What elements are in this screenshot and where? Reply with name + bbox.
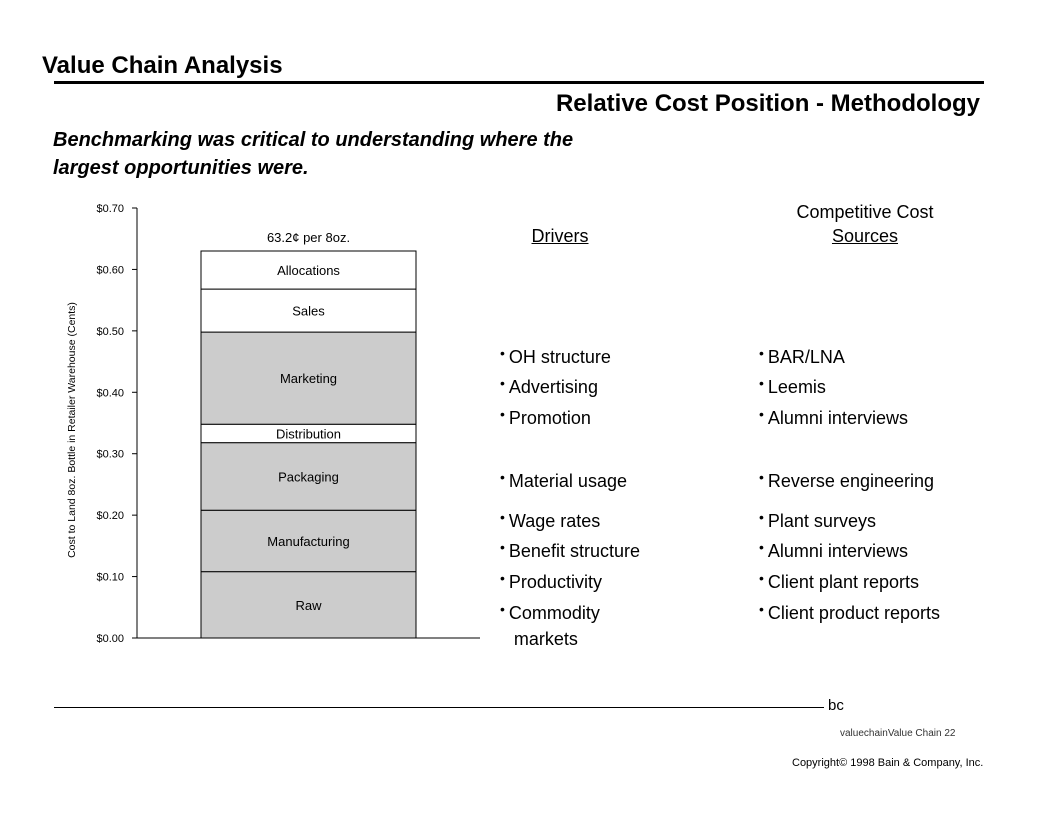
drivers-heading-label: Drivers xyxy=(531,226,589,246)
bullet-icon: • xyxy=(500,539,505,555)
segment-label: Manufacturing xyxy=(267,534,349,549)
source-item: • Leemis xyxy=(759,374,826,400)
source-item: • Plant surveys xyxy=(759,508,876,534)
driver-item: • Advertising xyxy=(500,374,598,400)
y-tick-label: $0.50 xyxy=(96,326,124,338)
source-item-text: Client product reports xyxy=(767,603,940,623)
segment-label: Distribution xyxy=(276,426,341,441)
source-item-text: Alumni interviews xyxy=(767,541,908,561)
total-label: 63.2¢ per 8oz. xyxy=(267,230,350,245)
copyright: Copyright© 1998 Bain & Company, Inc. xyxy=(792,757,984,769)
driver-item-text: Material usage xyxy=(508,471,627,491)
source-item-text: Alumni interviews xyxy=(767,408,908,428)
segment-label: Sales xyxy=(292,304,325,319)
bullet-icon: • xyxy=(759,345,764,361)
segment-label: Packaging xyxy=(278,469,339,484)
title-rule xyxy=(54,81,984,84)
source-item-text: Reverse engineering xyxy=(767,471,935,491)
driver-item-text: Productivity xyxy=(508,572,602,592)
segment-label: Raw xyxy=(295,598,322,613)
driver-item: • Commodity markets xyxy=(500,600,600,652)
driver-item: • Wage rates xyxy=(500,508,600,534)
bullet-icon: • xyxy=(500,375,505,391)
bullet-icon: • xyxy=(500,570,505,586)
driver-item-text: OH structure xyxy=(508,347,611,367)
driver-item: • Productivity xyxy=(500,569,602,595)
driver-item-text: Promotion xyxy=(508,408,591,428)
source-item-text: Plant surveys xyxy=(767,511,876,531)
bullet-icon: • xyxy=(500,601,505,617)
page-reference: valuechainValue Chain 22 xyxy=(840,728,956,739)
bar-segment xyxy=(200,509,417,573)
footer-rule xyxy=(54,707,824,708)
bullet-icon: • xyxy=(759,509,764,525)
driver-item-text: Benefit structure xyxy=(508,541,640,561)
y-tick-label: $0.40 xyxy=(96,387,124,399)
source-item: • Reverse engineering xyxy=(759,468,934,494)
page-title: Value Chain Analysis xyxy=(42,52,283,79)
bullet-icon: • xyxy=(500,469,505,485)
y-tick-label: $0.30 xyxy=(96,449,124,461)
y-tick-label: $0.20 xyxy=(96,510,124,522)
bar-segment xyxy=(200,288,417,333)
bullet-icon: • xyxy=(759,375,764,391)
y-tick-label: $0.00 xyxy=(96,633,124,645)
source-item-text: Client plant reports xyxy=(767,572,919,592)
page-subtitle: Relative Cost Position - Methodology xyxy=(555,90,980,117)
segment-label: Allocations xyxy=(277,263,340,278)
bar-segment xyxy=(200,250,417,290)
footer-mark: bc xyxy=(828,697,844,714)
y-axis-label: Cost to Land 8oz. Bottle in Retailer War… xyxy=(66,302,78,558)
source-item-text: Leemis xyxy=(767,377,826,397)
bullet-icon: • xyxy=(759,601,764,617)
segment-label: Marketing xyxy=(280,371,337,386)
bullet-icon: • xyxy=(500,509,505,525)
source-item: • BAR/LNA xyxy=(759,344,845,370)
bullet-icon: • xyxy=(759,469,764,485)
sources-heading-line2: Sources xyxy=(831,226,899,246)
bar-segment xyxy=(200,571,417,639)
source-item: • Alumni interviews xyxy=(759,405,908,431)
bar-segment xyxy=(200,331,417,425)
driver-item-text: Wage rates xyxy=(508,511,601,531)
driver-item-text: Commodity markets xyxy=(508,603,600,649)
y-tick-label: $0.70 xyxy=(96,203,124,215)
bullet-icon: • xyxy=(759,570,764,586)
source-item: • Client product reports xyxy=(759,600,940,626)
bullet-icon: • xyxy=(759,406,764,422)
source-item-text: BAR/LNA xyxy=(767,347,845,367)
driver-item: • Material usage xyxy=(500,468,627,494)
bullet-icon: • xyxy=(500,345,505,361)
driver-item: • Promotion xyxy=(500,405,591,431)
source-item: • Alumni interviews xyxy=(759,538,908,564)
driver-item-text: Advertising xyxy=(508,377,598,397)
bullet-icon: • xyxy=(759,539,764,555)
headline: Benchmarking was critical to understandi… xyxy=(53,129,574,179)
bullet-icon: • xyxy=(500,406,505,422)
sources-heading-line1: Competitive Cost xyxy=(796,202,934,222)
sources-heading: Competitive Cost Sources xyxy=(760,200,970,248)
drivers-heading: Drivers xyxy=(500,224,620,248)
y-tick-label: $0.60 xyxy=(96,264,124,276)
source-item: • Client plant reports xyxy=(759,569,919,595)
driver-item: • OH structure xyxy=(500,344,611,370)
y-tick-label: $0.10 xyxy=(96,572,124,584)
driver-item: • Benefit structure xyxy=(500,538,640,564)
